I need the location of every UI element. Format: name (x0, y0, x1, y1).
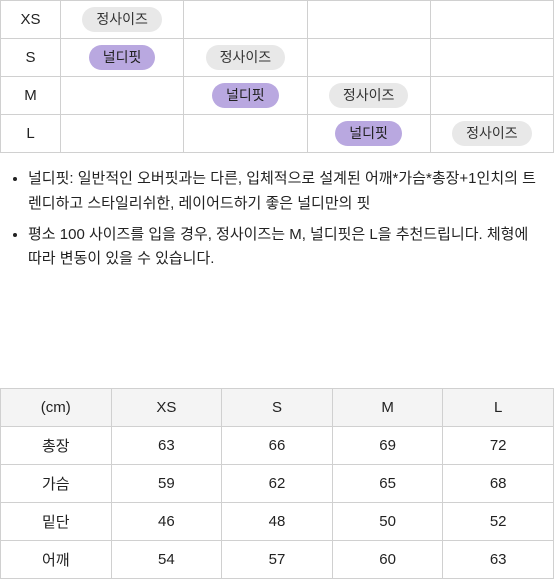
size-cell: 46 (111, 503, 222, 541)
regular-pill: 정사이즈 (206, 45, 286, 70)
fit-cell: 널디핏 (307, 115, 430, 153)
fit-size-label: XS (1, 1, 61, 39)
size-cell: 50 (332, 503, 443, 541)
fit-cell (184, 115, 307, 153)
size-cell: 62 (222, 465, 333, 503)
size-row-label: 어깨 (1, 541, 112, 579)
size-row: 밑단 46 48 50 52 (1, 503, 554, 541)
size-row: 가슴 59 62 65 68 (1, 465, 554, 503)
fit-cell (61, 115, 184, 153)
fit-size-label: S (1, 39, 61, 77)
fit-cell: 널디핏 (184, 77, 307, 115)
fit-row-l: L 널디핏 정사이즈 (1, 115, 554, 153)
size-row: 어깨 54 57 60 63 (1, 541, 554, 579)
size-cell: 59 (111, 465, 222, 503)
notes-list: 널디핏: 일반적인 오버핏과는 다른, 입체적으로 설계된 어깨*가슴*총장+1… (0, 153, 554, 272)
fit-cell (184, 1, 307, 39)
fit-cell (61, 77, 184, 115)
fit-cell (430, 39, 553, 77)
nerdy-pill: 널디핏 (212, 83, 279, 108)
unit-header: (cm) (1, 389, 112, 427)
spacer (0, 278, 554, 388)
size-col-header: XS (111, 389, 222, 427)
size-col-header: L (443, 389, 554, 427)
size-col-header: S (222, 389, 333, 427)
nerdy-pill: 널디핏 (89, 45, 156, 70)
fit-cell: 정사이즈 (430, 115, 553, 153)
nerdy-pill: 널디핏 (335, 121, 402, 146)
size-cell: 60 (332, 541, 443, 579)
fit-cell (430, 77, 553, 115)
size-cell: 69 (332, 427, 443, 465)
size-cell: 52 (443, 503, 554, 541)
size-cell: 68 (443, 465, 554, 503)
note-item: 널디핏: 일반적인 오버핏과는 다른, 입체적으로 설계된 어깨*가슴*총장+1… (28, 167, 546, 217)
regular-pill: 정사이즈 (82, 7, 162, 32)
fit-cell: 정사이즈 (307, 77, 430, 115)
fit-cell: 널디핏 (61, 39, 184, 77)
fit-size-label: M (1, 77, 61, 115)
size-cell: 72 (443, 427, 554, 465)
fit-row-xs: XS 정사이즈 (1, 1, 554, 39)
size-row-label: 밑단 (1, 503, 112, 541)
fit-cell (307, 1, 430, 39)
size-table-header: (cm) XS S M L (1, 389, 554, 427)
size-cell: 48 (222, 503, 333, 541)
fit-row-m: M 널디핏 정사이즈 (1, 77, 554, 115)
size-cell: 54 (111, 541, 222, 579)
size-table: (cm) XS S M L 총장 63 66 69 72 가슴 59 62 65… (0, 388, 554, 579)
size-row: 총장 63 66 69 72 (1, 427, 554, 465)
size-row-label: 총장 (1, 427, 112, 465)
size-col-header: M (332, 389, 443, 427)
size-cell: 65 (332, 465, 443, 503)
size-cell: 63 (111, 427, 222, 465)
fit-cell: 정사이즈 (184, 39, 307, 77)
fit-cell (307, 39, 430, 77)
size-cell: 57 (222, 541, 333, 579)
size-row-label: 가슴 (1, 465, 112, 503)
fit-size-label: L (1, 115, 61, 153)
fit-cell (430, 1, 553, 39)
fit-table: XS 정사이즈 S 널디핏 정사이즈 M 널디핏 정사이즈 L 널디핏 정사이즈 (0, 0, 554, 153)
size-cell: 66 (222, 427, 333, 465)
note-item: 평소 100 사이즈를 입을 경우, 정사이즈는 M, 널디핏은 L을 추천드립… (28, 223, 546, 273)
regular-pill: 정사이즈 (329, 83, 409, 108)
fit-row-s: S 널디핏 정사이즈 (1, 39, 554, 77)
regular-pill: 정사이즈 (452, 121, 532, 146)
fit-cell: 정사이즈 (61, 1, 184, 39)
size-cell: 63 (443, 541, 554, 579)
